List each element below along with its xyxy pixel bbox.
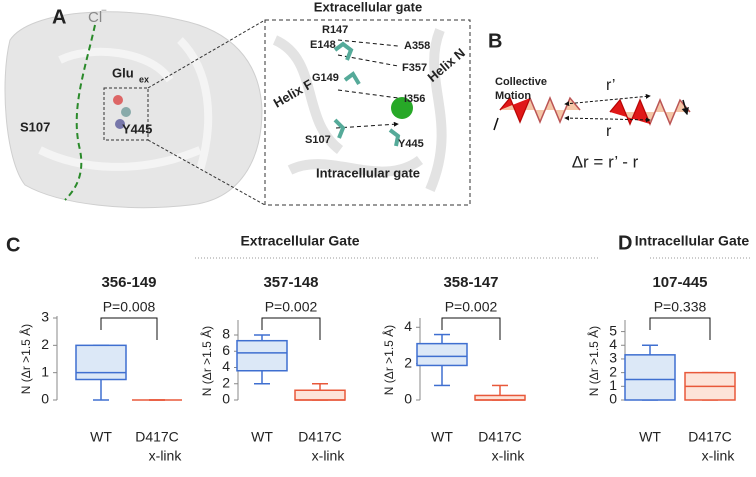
gate-label: Intracellular gate (316, 165, 420, 180)
x-tick-label: D417C (298, 429, 342, 445)
box (236, 339, 288, 372)
y-axis-label: N (Δr >1.5 Å) (18, 324, 33, 394)
panel-label: B (488, 30, 502, 52)
panel-label: A (52, 6, 66, 28)
x-tick-label: x-link (312, 448, 346, 464)
panel-label: D (618, 232, 632, 254)
group-header: Intracellular Gate (635, 233, 750, 249)
y-tick-label: 2 (222, 374, 230, 390)
x-tick-label: D417C (135, 429, 179, 445)
residue-label: R147 (322, 24, 348, 36)
y-tick-label: 3 (41, 309, 49, 325)
residue-label: F357 (402, 62, 427, 74)
x-tick-label: WT (251, 429, 273, 445)
panel-label: C (6, 234, 20, 256)
residue-label: Glu (112, 65, 134, 80)
residue-label: S107 (20, 119, 50, 134)
y-tick-label: 0 (609, 391, 617, 407)
chart-title: 358-147 (443, 274, 498, 291)
y-tick-label: 0 (222, 391, 230, 407)
y-tick-label: 1 (41, 363, 49, 379)
ion-charge: − (101, 6, 107, 17)
p-value: P=0.002 (445, 299, 498, 315)
ion-label: Cl (88, 9, 102, 26)
y-tick-label: 4 (609, 336, 617, 352)
y-tick-label: 2 (41, 336, 49, 352)
group-header: Extracellular Gate (240, 233, 359, 249)
formula: Δr = r’ - r (572, 152, 639, 171)
distance-label: r (606, 123, 612, 140)
y-tick-label: 0 (41, 391, 49, 407)
p-value: P=0.338 (654, 299, 707, 315)
box (416, 342, 468, 367)
box (294, 389, 346, 401)
significance-bracket (441, 317, 501, 340)
residue-label: Y445 (398, 138, 424, 150)
y-tick-label: 4 (222, 358, 230, 374)
chart-title: 357-148 (263, 274, 318, 291)
residue-subscript: ex (139, 74, 149, 84)
y-tick-label: 1 (609, 377, 617, 393)
y-axis-label: N (Δr >1.5 Å) (586, 326, 601, 396)
y-tick-label: 5 (609, 322, 617, 338)
x-tick-label: x-link (149, 448, 183, 464)
y-tick-label: 2 (404, 354, 412, 370)
y-tick-label: 3 (609, 350, 617, 366)
x-tick-label: x-link (702, 448, 736, 464)
panel-a-art (4, 11, 471, 209)
x-tick-label: D417C (688, 429, 732, 445)
residue-label: Y445 (122, 121, 152, 136)
residue-label: E148 (310, 39, 336, 51)
residue-label: I356 (404, 93, 425, 105)
y-tick-label: 4 (404, 318, 412, 334)
y-tick-label: 0 (404, 391, 412, 407)
caption: Collective (495, 76, 547, 88)
caption: Motion (495, 90, 531, 102)
x-tick-label: D417C (478, 429, 522, 445)
y-axis-label: N (Δr >1.5 Å) (199, 326, 214, 396)
x-tick-label: x-link (492, 448, 526, 464)
chart-title: 356-149 (101, 274, 156, 291)
significance-bracket (261, 317, 321, 340)
x-tick-label: WT (639, 429, 661, 445)
y-tick-label: 6 (222, 342, 230, 358)
p-value: P=0.008 (103, 299, 156, 315)
gate-label: Extracellular gate (314, 0, 422, 14)
box (624, 354, 676, 401)
residue-label: A358 (404, 40, 430, 52)
significance-bracket (649, 317, 711, 340)
y-tick-label: 2 (609, 363, 617, 379)
residue-label: G149 (312, 72, 339, 84)
chart-title: 107-445 (652, 274, 707, 291)
distance-label: r’ (606, 77, 615, 94)
y-axis-label: N (Δr >1.5 Å) (381, 325, 396, 395)
y-tick-label: 8 (222, 326, 230, 342)
panel-b-art (493, 93, 690, 131)
significance-bracket (100, 317, 158, 340)
p-value: P=0.002 (265, 299, 318, 315)
box (75, 344, 127, 381)
x-tick-label: WT (90, 429, 112, 445)
residue-label: S107 (305, 134, 331, 146)
x-tick-label: WT (431, 429, 453, 445)
